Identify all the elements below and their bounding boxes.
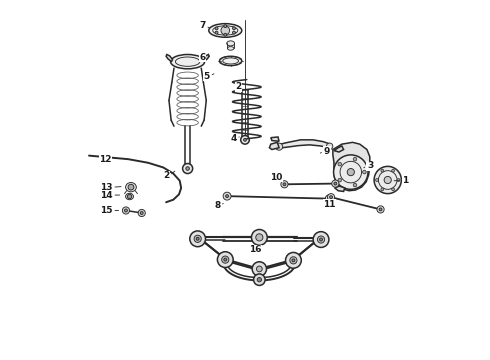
Circle shape — [241, 135, 249, 144]
Circle shape — [225, 195, 228, 198]
Circle shape — [338, 162, 342, 166]
Text: 13: 13 — [100, 183, 112, 192]
Circle shape — [221, 256, 229, 263]
Circle shape — [319, 238, 322, 241]
Circle shape — [363, 170, 366, 174]
Circle shape — [190, 231, 205, 247]
Circle shape — [186, 167, 190, 170]
Text: 5: 5 — [204, 72, 210, 81]
Circle shape — [381, 188, 384, 191]
Circle shape — [330, 196, 333, 199]
Text: 16: 16 — [248, 246, 261, 255]
Circle shape — [318, 236, 324, 243]
Text: 8: 8 — [214, 201, 220, 210]
Circle shape — [379, 208, 382, 211]
Circle shape — [215, 27, 218, 30]
Circle shape — [381, 169, 384, 172]
Circle shape — [325, 195, 333, 203]
Circle shape — [183, 163, 193, 174]
Text: 2: 2 — [164, 171, 170, 180]
Circle shape — [128, 184, 134, 190]
Circle shape — [334, 182, 337, 185]
Circle shape — [122, 207, 129, 214]
Circle shape — [233, 31, 235, 34]
Circle shape — [251, 229, 267, 245]
Polygon shape — [334, 146, 343, 152]
Circle shape — [353, 183, 357, 187]
Circle shape — [224, 258, 227, 261]
Circle shape — [375, 179, 378, 181]
Text: 9: 9 — [324, 147, 330, 156]
Polygon shape — [335, 186, 344, 192]
Circle shape — [138, 210, 146, 217]
Circle shape — [252, 262, 267, 276]
Ellipse shape — [171, 54, 205, 69]
Ellipse shape — [227, 41, 235, 46]
Ellipse shape — [125, 193, 133, 200]
Circle shape — [377, 206, 384, 213]
Circle shape — [326, 143, 333, 149]
Circle shape — [256, 266, 262, 272]
Circle shape — [124, 209, 127, 212]
Ellipse shape — [220, 56, 242, 66]
Ellipse shape — [125, 183, 136, 192]
Circle shape — [313, 231, 329, 247]
Circle shape — [224, 33, 227, 36]
Circle shape — [392, 188, 394, 191]
Polygon shape — [277, 140, 330, 148]
Ellipse shape — [227, 46, 234, 50]
Circle shape — [244, 138, 246, 141]
Circle shape — [374, 166, 401, 194]
Circle shape — [127, 194, 132, 199]
Polygon shape — [203, 54, 209, 62]
Ellipse shape — [209, 24, 242, 37]
Text: 7: 7 — [199, 21, 205, 30]
Circle shape — [328, 197, 331, 200]
Circle shape — [290, 257, 297, 264]
Circle shape — [397, 179, 400, 181]
Polygon shape — [333, 142, 370, 191]
Text: 15: 15 — [100, 206, 112, 215]
Text: 2: 2 — [235, 82, 242, 91]
Circle shape — [215, 31, 218, 34]
Text: 3: 3 — [367, 161, 373, 170]
Circle shape — [221, 26, 230, 35]
Circle shape — [194, 235, 201, 242]
Text: 6: 6 — [199, 53, 205, 62]
Circle shape — [327, 194, 335, 201]
Polygon shape — [166, 54, 172, 62]
Circle shape — [283, 183, 286, 186]
Text: 11: 11 — [323, 200, 336, 209]
Polygon shape — [271, 137, 279, 141]
Circle shape — [218, 252, 233, 267]
Circle shape — [332, 180, 339, 187]
Text: 10: 10 — [270, 173, 282, 182]
Text: 12: 12 — [99, 155, 112, 164]
Circle shape — [347, 168, 354, 176]
Circle shape — [292, 259, 295, 262]
Circle shape — [223, 192, 231, 200]
Circle shape — [392, 169, 394, 172]
Circle shape — [275, 143, 283, 150]
Circle shape — [334, 155, 368, 189]
Circle shape — [286, 252, 301, 268]
Circle shape — [224, 25, 227, 28]
Text: 14: 14 — [99, 190, 112, 199]
Circle shape — [256, 234, 263, 241]
Text: 1: 1 — [402, 176, 408, 185]
Circle shape — [338, 178, 342, 182]
Circle shape — [257, 278, 262, 282]
Circle shape — [196, 237, 199, 240]
Circle shape — [384, 176, 392, 184]
Text: 4: 4 — [230, 134, 237, 143]
Polygon shape — [270, 142, 279, 149]
Circle shape — [254, 274, 265, 285]
Circle shape — [353, 157, 357, 161]
Circle shape — [281, 181, 288, 188]
Circle shape — [140, 212, 143, 215]
Circle shape — [233, 27, 235, 30]
